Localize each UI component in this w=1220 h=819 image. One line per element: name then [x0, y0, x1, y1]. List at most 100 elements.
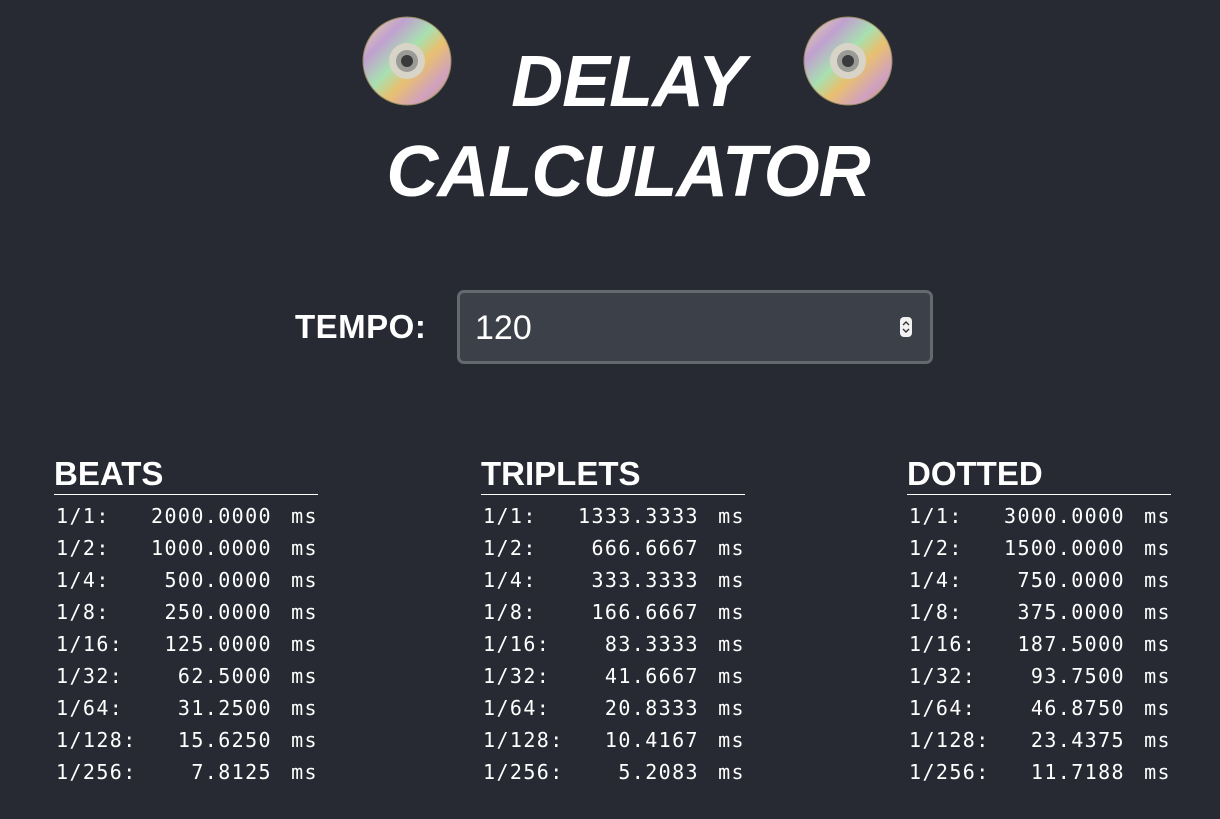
- delay-value: 83.3333: [604, 632, 699, 656]
- unit-label: ms: [1144, 664, 1171, 688]
- division-label: 1/1:: [909, 504, 963, 528]
- division-label: 1/2:: [483, 536, 537, 560]
- division-label: 1/8:: [483, 600, 537, 624]
- division-label: 1/32:: [483, 664, 551, 688]
- division-label: 1/2:: [909, 536, 963, 560]
- division-label: 1/16:: [56, 632, 124, 656]
- delay-row: 1/2: 1500.0000 ms: [907, 532, 1171, 564]
- delay-row: 1/256: 11.7188 ms: [907, 756, 1171, 788]
- delay-row: 1/32: 41.6667 ms: [481, 660, 745, 692]
- unit-label: ms: [1144, 504, 1171, 528]
- delay-row: 1/4: 333.3333 ms: [481, 564, 745, 596]
- delay-row: 1/128: 15.6250 ms: [54, 724, 318, 756]
- unit-label: ms: [718, 760, 745, 784]
- division-label: 1/256:: [909, 760, 990, 784]
- spinner-arrows-icon[interactable]: [900, 317, 912, 337]
- delay-value: 125.0000: [164, 632, 272, 656]
- division-label: 1/64:: [56, 696, 124, 720]
- unit-label: ms: [718, 504, 745, 528]
- unit-label: ms: [718, 600, 745, 624]
- delay-value: 41.6667: [604, 664, 699, 688]
- division-label: 1/256:: [483, 760, 564, 784]
- delay-value: 750.0000: [1017, 568, 1125, 592]
- delay-value: 10.4167: [604, 728, 699, 752]
- unit-label: ms: [291, 600, 318, 624]
- unit-label: ms: [1144, 760, 1171, 784]
- unit-label: ms: [1144, 728, 1171, 752]
- unit-label: ms: [718, 632, 745, 656]
- tempo-label: TEMPO:: [295, 308, 427, 345]
- delay-row: 1/4: 750.0000 ms: [907, 564, 1171, 596]
- delay-value: 46.8750: [1030, 696, 1125, 720]
- delay-row: 1/2: 666.6667 ms: [481, 532, 745, 564]
- delay-row: 1/1: 3000.0000 ms: [907, 500, 1171, 532]
- delay-row: 1/256: 7.8125 ms: [54, 756, 318, 788]
- tempo-spinner[interactable]: [900, 317, 912, 337]
- tempo-value[interactable]: 120: [475, 309, 532, 347]
- column-heading: TRIPLETS: [481, 455, 745, 495]
- delay-row: 1/8: 375.0000 ms: [907, 596, 1171, 628]
- unit-label: ms: [1144, 600, 1171, 624]
- delay-row: 1/128: 10.4167 ms: [481, 724, 745, 756]
- unit-label: ms: [1144, 568, 1171, 592]
- delay-value: 375.0000: [1017, 600, 1125, 624]
- division-label: 1/1:: [56, 504, 110, 528]
- delay-value: 3000.0000: [1004, 504, 1125, 528]
- delay-row: 1/32: 93.7500 ms: [907, 660, 1171, 692]
- triplets-column: TRIPLETS 1/1: 1333.3333 ms 1/2: 666.6667 ms 1/…: [481, 455, 745, 788]
- division-label: 1/128:: [909, 728, 990, 752]
- unit-label: ms: [718, 728, 745, 752]
- delay-row: 1/64: 31.2500 ms: [54, 692, 318, 724]
- delay-row: 1/16: 125.0000 ms: [54, 628, 318, 660]
- delay-row: 1/16: 83.3333 ms: [481, 628, 745, 660]
- delay-value: 5.2083: [618, 760, 699, 784]
- delay-value: 20.8333: [604, 696, 699, 720]
- delay-row: 1/64: 46.8750 ms: [907, 692, 1171, 724]
- unit-label: ms: [1144, 696, 1171, 720]
- unit-label: ms: [291, 696, 318, 720]
- division-label: 1/16:: [483, 632, 551, 656]
- delay-row: 1/1: 1333.3333 ms: [481, 500, 745, 532]
- division-label: 1/64:: [483, 696, 551, 720]
- delay-row: 1/256: 5.2083 ms: [481, 756, 745, 788]
- delay-value: 166.6667: [591, 600, 699, 624]
- delay-value: 666.6667: [591, 536, 699, 560]
- column-heading: DOTTED: [907, 455, 1171, 495]
- unit-label: ms: [718, 696, 745, 720]
- division-label: 1/256:: [56, 760, 137, 784]
- delay-value: 500.0000: [164, 568, 272, 592]
- unit-label: ms: [291, 504, 318, 528]
- delay-row: 1/1: 2000.0000 ms: [54, 500, 318, 532]
- division-label: 1/2:: [56, 536, 110, 560]
- division-label: 1/8:: [909, 600, 963, 624]
- division-label: 1/4:: [909, 568, 963, 592]
- delay-row: 1/2: 1000.0000 ms: [54, 532, 318, 564]
- unit-label: ms: [291, 568, 318, 592]
- division-label: 1/128:: [56, 728, 137, 752]
- delay-value: 250.0000: [164, 600, 272, 624]
- division-label: 1/16:: [909, 632, 977, 656]
- delay-row: 1/8: 166.6667 ms: [481, 596, 745, 628]
- unit-label: ms: [291, 760, 318, 784]
- division-label: 1/128:: [483, 728, 564, 752]
- unit-label: ms: [718, 568, 745, 592]
- delay-row: 1/8: 250.0000 ms: [54, 596, 318, 628]
- unit-label: ms: [718, 536, 745, 560]
- title-section: DELAY CALCULATOR: [0, 0, 1220, 230]
- disc-icon: [803, 16, 893, 106]
- delay-row: 1/16: 187.5000 ms: [907, 628, 1171, 660]
- unit-label: ms: [291, 536, 318, 560]
- delay-value: 1500.0000: [1004, 536, 1125, 560]
- delay-row: 1/4: 500.0000 ms: [54, 564, 318, 596]
- delay-value: 62.5000: [177, 664, 272, 688]
- tempo-input[interactable]: 120: [457, 290, 933, 364]
- title-line-1: DELAY: [511, 42, 746, 122]
- delay-value: 333.3333: [591, 568, 699, 592]
- division-label: 1/4:: [56, 568, 110, 592]
- beats-column: BEATS 1/1: 2000.0000 ms 1/2: 1000.0000 ms 1/4:…: [54, 455, 318, 788]
- delay-row: 1/128: 23.4375 ms: [907, 724, 1171, 756]
- unit-label: ms: [1144, 632, 1171, 656]
- beats-rows: 1/1: 2000.0000 ms 1/2: 1000.0000 ms 1/4: 500.00…: [54, 500, 318, 788]
- triplets-rows: 1/1: 1333.3333 ms 1/2: 666.6667 ms 1/4: 333.333…: [481, 500, 745, 788]
- column-heading: BEATS: [54, 455, 318, 495]
